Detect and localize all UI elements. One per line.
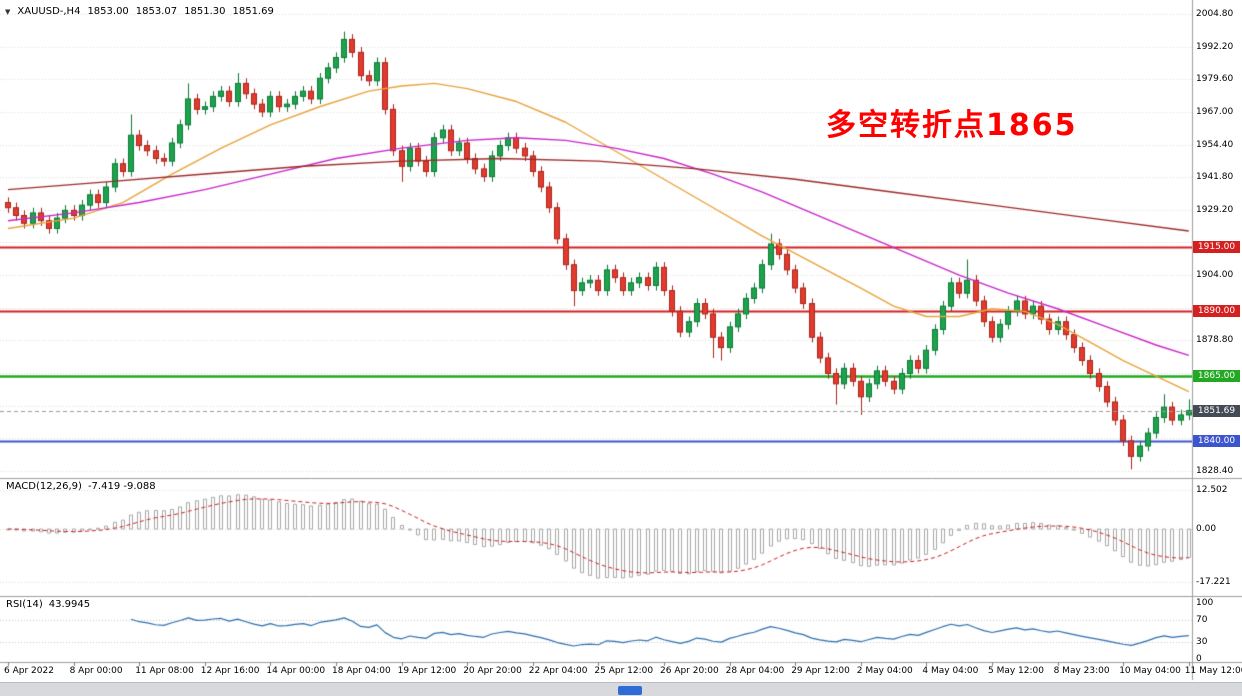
chart-annotation-text[interactable]: 多空转折点1865 <box>826 108 1078 143</box>
taskbar-app-icon[interactable] <box>618 686 642 695</box>
collapse-chart-icon[interactable]: ▼ <box>5 7 11 16</box>
high-price-value: 1853.07 <box>135 6 178 17</box>
close-price-value: 1851.69 <box>232 6 274 17</box>
taskbar-sliver <box>0 682 1242 696</box>
macd-indicator-label: MACD(12,26,9) -7.419 -9.088 <box>6 481 156 492</box>
low-price-value: 1851.30 <box>184 6 226 17</box>
macd-values-label: -7.419 -9.088 <box>87 481 156 492</box>
symbol-timeframe-label: XAUUSD-,H4 <box>17 6 81 17</box>
chart-title-bar: ▼ XAUUSD-,H4 1853.00 1853.07 1851.30 185… <box>5 6 274 17</box>
rsi-name-label: RSI(14) <box>6 599 43 610</box>
price-chart-canvas[interactable] <box>0 0 1242 682</box>
rsi-indicator-label: RSI(14) 43.9945 <box>6 599 90 610</box>
macd-name-label: MACD(12,26,9) <box>6 481 82 492</box>
rsi-value-label: 43.9945 <box>48 599 91 610</box>
open-price-value: 1853.00 <box>87 6 129 17</box>
